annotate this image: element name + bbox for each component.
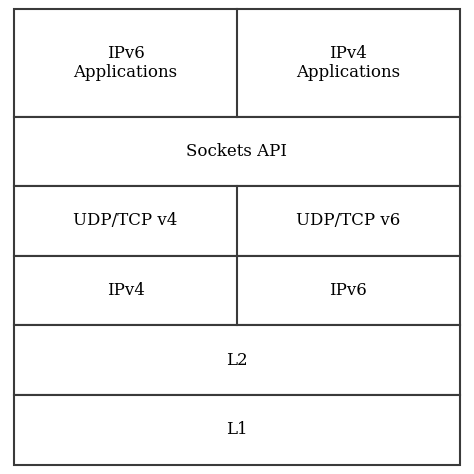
Bar xyxy=(14,256,460,325)
Bar xyxy=(14,325,460,395)
Bar xyxy=(14,395,460,465)
Text: IPv4: IPv4 xyxy=(107,282,145,299)
Text: Sockets API: Sockets API xyxy=(186,143,288,160)
Text: IPv6: IPv6 xyxy=(329,282,367,299)
Text: UDP/TCP v6: UDP/TCP v6 xyxy=(296,212,401,229)
Text: IPv6
Applications: IPv6 Applications xyxy=(73,45,178,82)
Bar xyxy=(14,117,460,186)
Text: L1: L1 xyxy=(226,421,248,438)
Text: L2: L2 xyxy=(226,352,248,369)
Text: UDP/TCP v4: UDP/TCP v4 xyxy=(73,212,178,229)
Text: IPv4
Applications: IPv4 Applications xyxy=(296,45,401,82)
Bar xyxy=(14,9,460,117)
Bar xyxy=(14,186,460,256)
